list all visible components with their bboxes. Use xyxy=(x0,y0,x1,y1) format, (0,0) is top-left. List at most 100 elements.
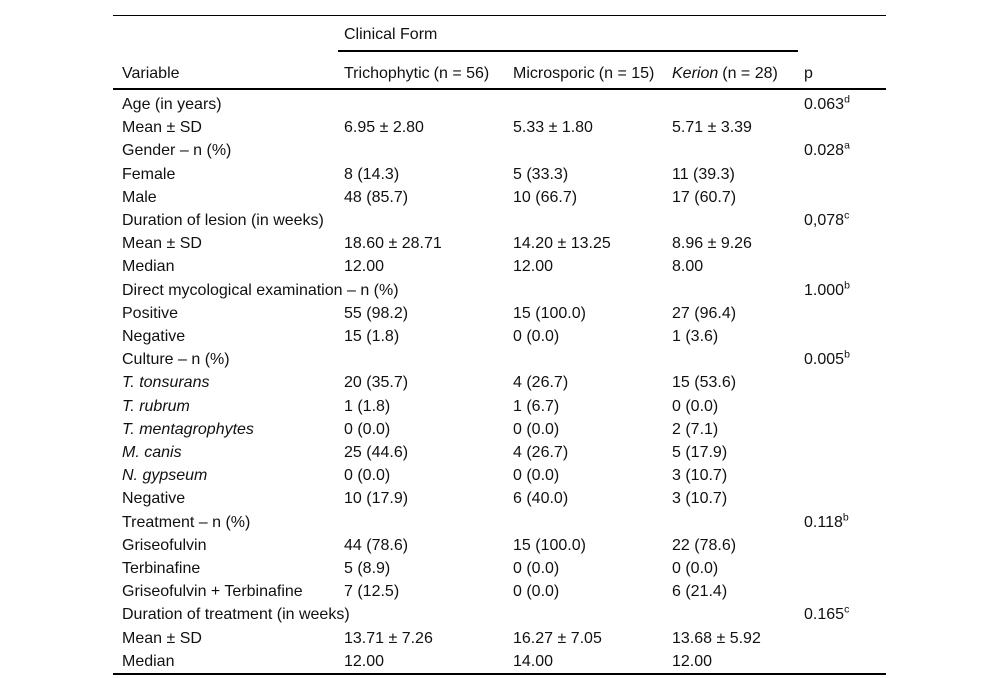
clinical-form-table: Clinical Form Variable Trichophytic (n = … xyxy=(113,15,887,676)
table-row: T. rubrum 1 (1.8) 1 (6.7) 0 (0.0) xyxy=(113,395,886,418)
cell-kerion: 5 (17.9) xyxy=(672,444,728,462)
cell-microsporic: 0 (0.0) xyxy=(513,420,560,438)
cell-trichophytic: 15 (1.8) xyxy=(344,328,400,346)
col-header-trichophytic: Trichophytic (n = 56) xyxy=(338,51,507,90)
p-superscript: a xyxy=(844,140,850,153)
cell-microsporic: 6 (40.0) xyxy=(513,490,569,508)
col-header-kerion-label: Kerion xyxy=(672,65,719,82)
cell-p: 0.005b xyxy=(798,348,886,371)
spanner-label: Clinical Form xyxy=(344,26,438,43)
cell-p xyxy=(798,163,886,186)
col-header-microsporic: Microsporic (n = 15) xyxy=(507,51,666,90)
cell-microsporic xyxy=(507,348,666,371)
row-variable: Terbinafine xyxy=(122,560,201,578)
cell-kerion: 6 (21.4) xyxy=(672,583,728,601)
p-superscript: b xyxy=(844,348,850,361)
row-variable: Negative xyxy=(122,328,186,346)
cell-microsporic xyxy=(507,89,666,116)
cell-kerion xyxy=(666,603,798,626)
cell-microsporic xyxy=(507,603,666,626)
cell-p xyxy=(798,418,886,441)
p-superscript: b xyxy=(842,511,849,524)
cell-microsporic: 12.00 xyxy=(513,258,554,276)
p-value: 1.000 xyxy=(804,281,845,299)
cell-kerion: 27 (96.4) xyxy=(672,304,737,322)
row-variable: T. rubrum xyxy=(122,397,190,415)
cell-trichophytic: 48 (85.7) xyxy=(344,188,409,206)
cell-p xyxy=(798,534,886,557)
table-row: Griseofulvin + Terbinafine 7 (12.5) 0 (0.0… xyxy=(113,580,886,603)
row-variable: T. mentagrophytes xyxy=(122,420,254,438)
table-row: Male 48 (85.7) 10 (66.7) 17 (60.7) xyxy=(113,186,886,209)
cell-kerion: 2 (7.1) xyxy=(672,420,719,438)
row-variable: Negative xyxy=(122,490,186,508)
cell-kerion: 15 (53.6) xyxy=(672,374,737,392)
cell-microsporic xyxy=(507,209,666,232)
cell-kerion: 22 (78.6) xyxy=(672,536,737,554)
cell-kerion: 8.96 ± 9.26 xyxy=(672,235,752,253)
cell-kerion: 12.00 xyxy=(672,652,713,670)
cell-p xyxy=(798,255,886,278)
p-value: 0.028 xyxy=(804,142,845,160)
cell-p xyxy=(798,464,886,487)
cell-kerion: 1 (3.6) xyxy=(672,328,719,346)
cell-trichophytic xyxy=(338,89,507,116)
table-row: M. canis 25 (44.6) 4 (26.7) 5 (17.9) xyxy=(113,441,886,464)
p-value: 0.165 xyxy=(804,606,845,624)
col-header-microsporic-n: (n = 15) xyxy=(598,65,655,82)
cell-microsporic: 15 (100.0) xyxy=(513,304,586,322)
table-row: T. mentagrophytes 0 (0.0) 0 (0.0) 2 (7.1) xyxy=(113,418,886,441)
cell-microsporic: 0 (0.0) xyxy=(513,583,560,601)
table-row: Median 12.00 14.00 12.00 xyxy=(113,650,886,674)
cell-trichophytic: 1 (1.8) xyxy=(344,397,391,415)
table-row: Griseofulvin 44 (78.6) 15 (100.0) 22 (78.6) xyxy=(113,534,886,557)
table-row: Gender – n (%) 0.028a xyxy=(113,139,886,162)
table-body: Age (in years) 0.063d Mean ± SD 6.95 ± 2.80… xyxy=(113,89,886,674)
row-variable: Griseofulvin xyxy=(122,536,207,554)
row-variable: Griseofulvin + Terbinafine xyxy=(122,583,303,601)
cell-microsporic: 0 (0.0) xyxy=(513,560,560,578)
cell-trichophytic: 18.60 ± 28.71 xyxy=(344,235,442,253)
col-header-variable: Variable xyxy=(113,51,338,90)
cell-trichophytic xyxy=(338,139,507,162)
cell-microsporic: 0 (0.0) xyxy=(513,467,560,485)
cell-p: 0.165c xyxy=(798,603,886,626)
cell-trichophytic xyxy=(338,603,507,626)
row-variable: Direct mycological examination – n (%) xyxy=(122,281,399,299)
cell-p xyxy=(798,302,886,325)
row-variable: Median xyxy=(122,258,175,276)
cell-p xyxy=(798,580,886,603)
cell-kerion xyxy=(666,89,798,116)
cell-kerion: 13.68 ± 5.92 xyxy=(672,629,761,647)
table-row: Negative 10 (17.9) 6 (40.0) 3 (10.7) xyxy=(113,487,886,510)
cell-trichophytic xyxy=(338,511,507,534)
cell-kerion xyxy=(666,139,798,162)
row-variable: Treatment – n (%) xyxy=(122,513,251,531)
cell-kerion xyxy=(666,209,798,232)
cell-microsporic: 14.20 ± 13.25 xyxy=(513,235,611,253)
cell-trichophytic: 0 (0.0) xyxy=(344,420,391,438)
table-row: Mean ± SD 13.71 ± 7.26 16.27 ± 7.05 13.68 ±… xyxy=(113,627,886,650)
cell-trichophytic: 0 (0.0) xyxy=(344,467,391,485)
cell-p xyxy=(798,557,886,580)
table-row: Mean ± SD 18.60 ± 28.71 14.20 ± 13.25 8.96 … xyxy=(113,232,886,255)
cell-p xyxy=(798,441,886,464)
col-header-p-label: p xyxy=(804,65,813,82)
cell-p xyxy=(798,325,886,348)
row-variable: Duration of lesion (in weeks) xyxy=(122,212,324,230)
row-variable: Positive xyxy=(122,304,179,322)
row-variable: T. tonsurans xyxy=(122,374,210,392)
cell-microsporic: 10 (66.7) xyxy=(513,188,578,206)
cell-trichophytic: 12.00 xyxy=(344,258,385,276)
cell-trichophytic: 44 (78.6) xyxy=(344,536,409,554)
p-value: 0.005 xyxy=(804,351,845,369)
cell-p xyxy=(798,186,886,209)
row-variable: Gender – n (%) xyxy=(122,142,232,160)
table-row: Positive 55 (98.2) 15 (100.0) 27 (96.4) xyxy=(113,302,886,325)
row-variable: Male xyxy=(122,188,157,206)
p-superscript: d xyxy=(844,93,850,106)
table-row: Duration of treatment (in weeks) 0.165c xyxy=(113,603,886,626)
cell-kerion: 5.71 ± 3.39 xyxy=(672,119,752,137)
spanner-spacer-left xyxy=(113,16,338,52)
